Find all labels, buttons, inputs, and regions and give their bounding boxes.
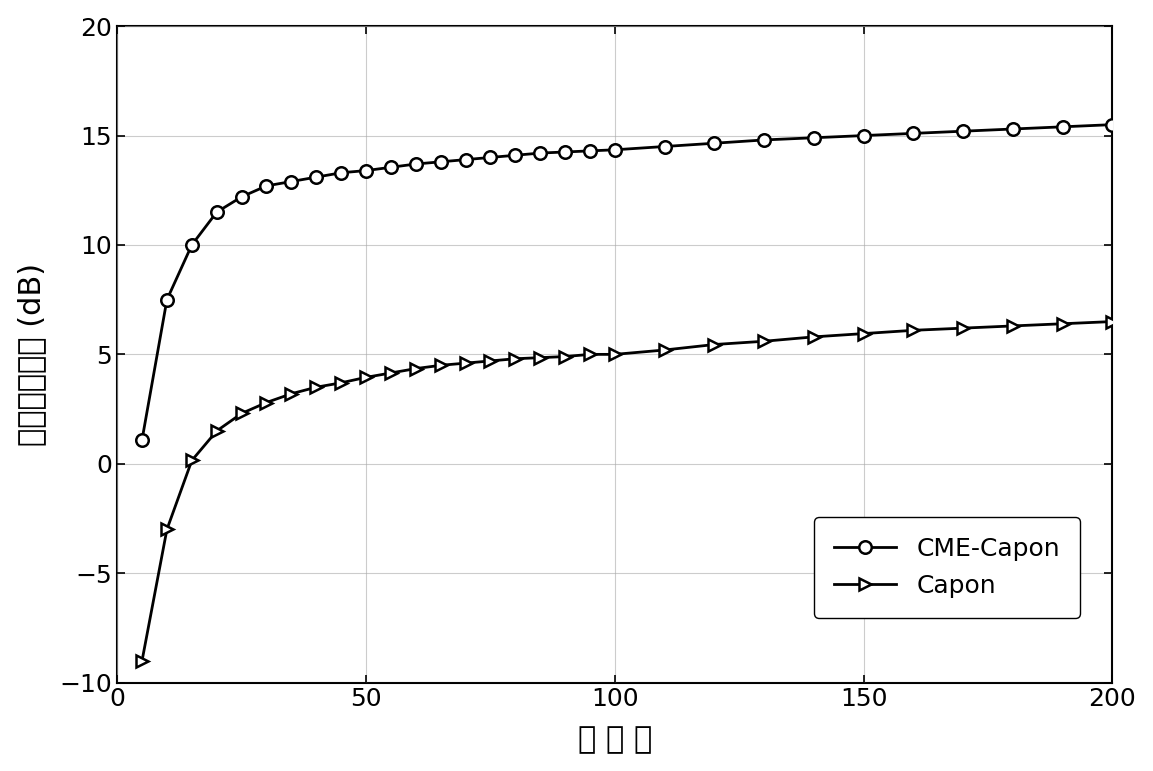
CME-Capon (434, 157, 447, 167)
CME-Capon (384, 163, 398, 172)
Capon (210, 426, 224, 436)
CME-Capon (807, 133, 821, 143)
CME-Capon (483, 153, 497, 162)
Capon (334, 379, 348, 388)
Capon (434, 361, 447, 370)
CME-Capon (608, 145, 621, 154)
CME-Capon (459, 155, 473, 164)
Capon (906, 325, 920, 335)
Capon (807, 332, 821, 342)
Capon (409, 364, 423, 373)
Capon (483, 356, 497, 365)
CME-Capon (758, 136, 771, 145)
CME-Capon (906, 129, 920, 138)
Capon (583, 350, 597, 359)
CME-Capon (409, 160, 423, 169)
CME-Capon (309, 173, 323, 182)
Capon (508, 354, 522, 363)
CME-Capon (1056, 122, 1070, 131)
Capon (558, 352, 572, 361)
CME-Capon (184, 241, 198, 250)
Capon (758, 337, 771, 346)
Line: CME-Capon: CME-Capon (136, 119, 1118, 446)
CME-Capon (583, 146, 597, 156)
Capon (1007, 322, 1020, 331)
Capon (1106, 317, 1120, 326)
CME-Capon (210, 207, 224, 217)
CME-Capon (334, 168, 348, 177)
Capon (533, 353, 547, 362)
Legend: CME-Capon, Capon: CME-Capon, Capon (814, 517, 1080, 618)
Capon (259, 398, 273, 407)
Capon (135, 656, 149, 665)
CME-Capon (235, 192, 249, 201)
CME-Capon (285, 177, 299, 186)
Capon (384, 369, 398, 378)
Capon (359, 372, 372, 382)
Capon (708, 340, 722, 349)
Y-axis label: 输出信干噪比 (dB): 输出信干噪比 (dB) (16, 263, 46, 446)
X-axis label: 快 拍 数: 快 拍 数 (578, 726, 651, 754)
Capon (309, 382, 323, 392)
CME-Capon (558, 147, 572, 157)
CME-Capon (533, 149, 547, 158)
Capon (160, 525, 174, 534)
CME-Capon (135, 435, 149, 444)
CME-Capon (359, 166, 372, 175)
CME-Capon (1106, 120, 1120, 130)
CME-Capon (160, 295, 174, 305)
CME-Capon (657, 142, 671, 151)
CME-Capon (259, 181, 273, 190)
CME-Capon (956, 126, 970, 136)
Capon (657, 345, 671, 355)
Capon (956, 324, 970, 333)
Capon (459, 359, 473, 368)
CME-Capon (1007, 124, 1020, 133)
Line: Capon: Capon (136, 315, 1118, 667)
CME-Capon (857, 131, 871, 140)
Capon (184, 456, 198, 465)
Capon (285, 389, 299, 399)
Capon (857, 329, 871, 338)
Capon (235, 409, 249, 418)
CME-Capon (708, 139, 722, 148)
CME-Capon (508, 150, 522, 160)
Capon (1056, 319, 1070, 328)
Capon (608, 350, 621, 359)
